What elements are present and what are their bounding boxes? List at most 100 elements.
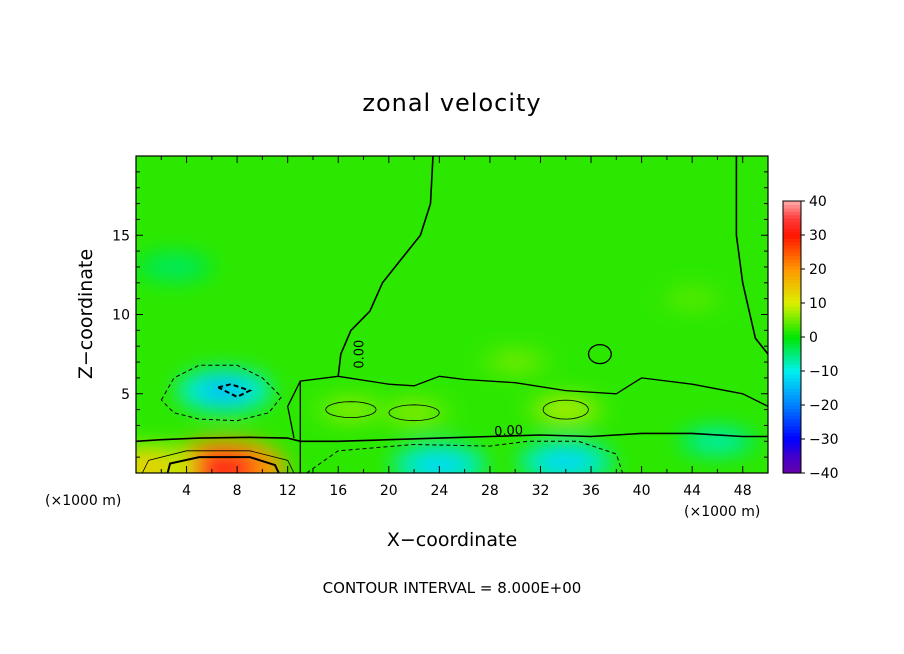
x-tick-label: 12 (279, 483, 297, 499)
colorbar-segment (783, 306, 801, 311)
colorbar-segment (783, 398, 801, 403)
colorbar-segment (783, 224, 801, 229)
colorbar-tick-label: −20 (809, 398, 839, 414)
colorbar-segment (783, 374, 801, 379)
contour-negative-cell (160, 364, 283, 422)
colorbar-segment (783, 323, 801, 328)
colorbar-segment (783, 245, 801, 250)
x-tick-label: 4 (182, 483, 191, 499)
colorbar-segment (783, 299, 801, 304)
contour-positive-island (388, 404, 440, 422)
colorbar-segment (783, 320, 801, 324)
colorbar-segment (783, 228, 801, 233)
colorbar-segment (783, 330, 801, 335)
colorbar-segment (783, 286, 801, 290)
field-feature (392, 403, 437, 423)
y-axis-label: Z−coordinate (75, 249, 97, 379)
x-axis-ticks: 4 8 12 16 20 24 28 32 36 40 44 48 (160, 156, 752, 499)
colorbar-segment (783, 269, 801, 273)
colorbar-segment (783, 388, 801, 392)
field-feature (543, 400, 588, 420)
colorbar-segment (783, 309, 801, 314)
colorbar-segment (783, 255, 801, 260)
field-feature (695, 431, 740, 451)
colorbar-segment (783, 432, 801, 437)
colorbar-segment (783, 262, 801, 267)
colorbar-segment (783, 326, 801, 331)
colorbar-tick-label: −30 (809, 432, 839, 448)
colorbar-tick-label: 30 (809, 228, 827, 244)
colorbar-segment (783, 435, 801, 440)
colorbar-segment (783, 456, 801, 460)
field-feature (136, 453, 176, 473)
contour-label: 0.00 (353, 340, 368, 369)
colorbar-segment (783, 357, 801, 362)
colorbar-segment (783, 201, 801, 205)
colorbar-segment (783, 303, 801, 307)
contour-positive-jet (166, 456, 280, 473)
y-tick-label: 10 (112, 308, 130, 324)
x-tick-label: 20 (380, 483, 398, 499)
x-tick-label: 32 (532, 483, 550, 499)
colorbar-tick-label: 0 (809, 330, 818, 346)
chart-title: zonal velocity (362, 89, 541, 117)
y-tick-label: 5 (121, 387, 130, 403)
colorbar-segment (783, 207, 801, 212)
colorbar-segment (783, 405, 801, 409)
contour-zero-lower (136, 432, 768, 443)
colorbar-segment (783, 418, 801, 423)
colorbar-segment (783, 235, 801, 239)
colorbar-segment (783, 241, 801, 246)
colorbar-segment (783, 364, 801, 369)
x-tick-label: 40 (633, 483, 651, 499)
field-feature (198, 377, 251, 404)
colorbar-tick-label: 10 (809, 296, 827, 312)
colorbar-segment (783, 469, 801, 474)
colorbar-segment (783, 350, 801, 355)
colorbar-segment (783, 428, 801, 433)
x-tick-label: 28 (481, 483, 499, 499)
contour-positive-island (542, 399, 589, 420)
x-unit-right: (×1000 m) (684, 504, 760, 520)
colorbar: 40 30 20 10 0 −10 −20 −30 −40 (782, 194, 839, 482)
colorbar-segment (783, 360, 801, 365)
colorbar-segment (783, 415, 801, 420)
colorbar-segment (783, 258, 801, 263)
colorbar-segment (783, 459, 801, 464)
colorbar-segment (783, 265, 801, 270)
x-tick-label: 44 (683, 483, 701, 499)
colorbar-segment (783, 384, 801, 389)
contour-positive-outer (141, 450, 295, 473)
contour-interval-note: CONTOUR INTERVAL = 8.000E+00 (323, 579, 582, 597)
colorbar-segment (783, 252, 801, 256)
colorbar-segment (783, 221, 801, 226)
colorbar-segment (783, 377, 801, 382)
x-tick-label: 16 (329, 483, 347, 499)
contour-label: 0.00 (494, 423, 524, 439)
colorbar-segment (783, 391, 801, 396)
colorbar-segment (783, 425, 801, 430)
colorbar-segment (783, 381, 801, 386)
field-feature (670, 289, 715, 309)
colorbar-segment (783, 422, 801, 426)
colorbar-segment (783, 248, 801, 253)
colorbar-segment (783, 466, 801, 471)
colorbar-segment (783, 289, 801, 294)
contour-zero-loop (587, 343, 612, 365)
x-tick-label: 24 (430, 483, 448, 499)
field-feature (539, 448, 593, 473)
colorbar-segment (783, 367, 801, 372)
colorbar-segment (783, 340, 801, 345)
colorbar-segment (783, 292, 801, 297)
colorbar-segment (783, 347, 801, 352)
x-tick-label: 48 (734, 483, 752, 499)
y-tick-label: 15 (112, 228, 130, 244)
contour-negative-lower (306, 440, 624, 473)
colorbar-segment (783, 439, 801, 443)
field-feature (328, 400, 373, 420)
x-axis-label: X−coordinate (387, 529, 517, 551)
colorbar-segment (783, 442, 801, 447)
colorbar-segment (783, 337, 801, 341)
colorbar-segment (783, 462, 801, 467)
